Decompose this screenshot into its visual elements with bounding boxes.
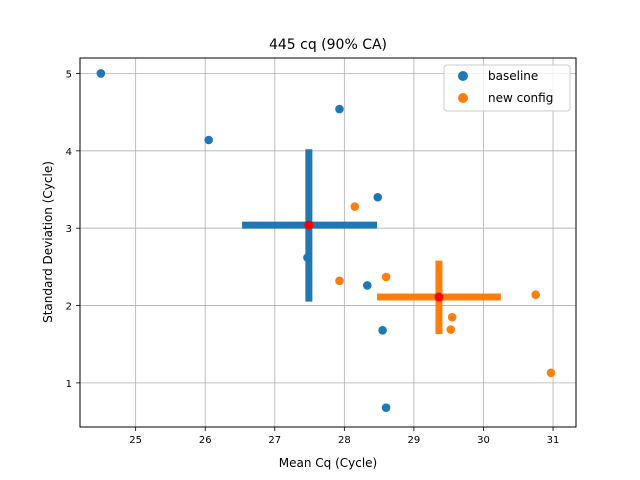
x-tick-label: 29: [408, 435, 421, 446]
chart-title: 445 cq (90% CA): [269, 37, 387, 53]
legend-box: [443, 64, 571, 112]
legend-label-baseline: baseline: [488, 69, 538, 83]
error-bars: [242, 149, 501, 335]
legend: baseline new config: [443, 64, 571, 112]
data-point: [204, 135, 213, 145]
data-point: [546, 368, 556, 378]
data-point: [303, 253, 312, 262]
data-point: [373, 192, 383, 202]
y-tick-label: 2: [66, 302, 72, 313]
data-points: [96, 69, 556, 412]
legend-marker-baseline: [458, 71, 468, 81]
x-tick-label: 26: [199, 435, 212, 446]
data-point: [381, 403, 391, 412]
data-point: [96, 69, 106, 78]
y-tick-label: 3: [66, 224, 72, 235]
x-tick-label: 25: [129, 435, 142, 446]
plot-frame: [79, 57, 577, 428]
data-point: [446, 325, 456, 334]
x-axis-label: Mean Cq (Cycle): [279, 456, 377, 470]
x-tick-label: 28: [338, 435, 351, 446]
mean-markers: [304, 220, 444, 302]
data-point: [447, 312, 457, 322]
y-tick-label: 4: [66, 147, 72, 158]
y-axis-label: Standard Deviation (Cycle): [41, 161, 55, 323]
x-tick-label: 27: [268, 435, 281, 446]
data-point: [363, 281, 372, 290]
mean-marker: [304, 220, 314, 230]
y-tick-label: 1: [66, 379, 72, 390]
mean-marker: [434, 292, 444, 302]
grid: [80, 58, 576, 427]
data-point: [350, 202, 360, 211]
data-point: [335, 104, 344, 114]
data-point: [531, 290, 540, 300]
legend-marker-new-config: [458, 93, 468, 103]
data-point: [335, 276, 344, 286]
data-point: [378, 326, 387, 335]
y-axis-ticks: 1 2 3 4 5: [66, 69, 80, 390]
y-tick-label: 5: [66, 69, 72, 80]
x-axis-ticks: 25 26 27 28 29 30 31: [129, 427, 559, 446]
data-point: [381, 272, 391, 282]
x-tick-label: 30: [477, 435, 490, 446]
x-tick-label: 31: [547, 435, 560, 446]
legend-label-new-config: new config: [488, 91, 553, 105]
